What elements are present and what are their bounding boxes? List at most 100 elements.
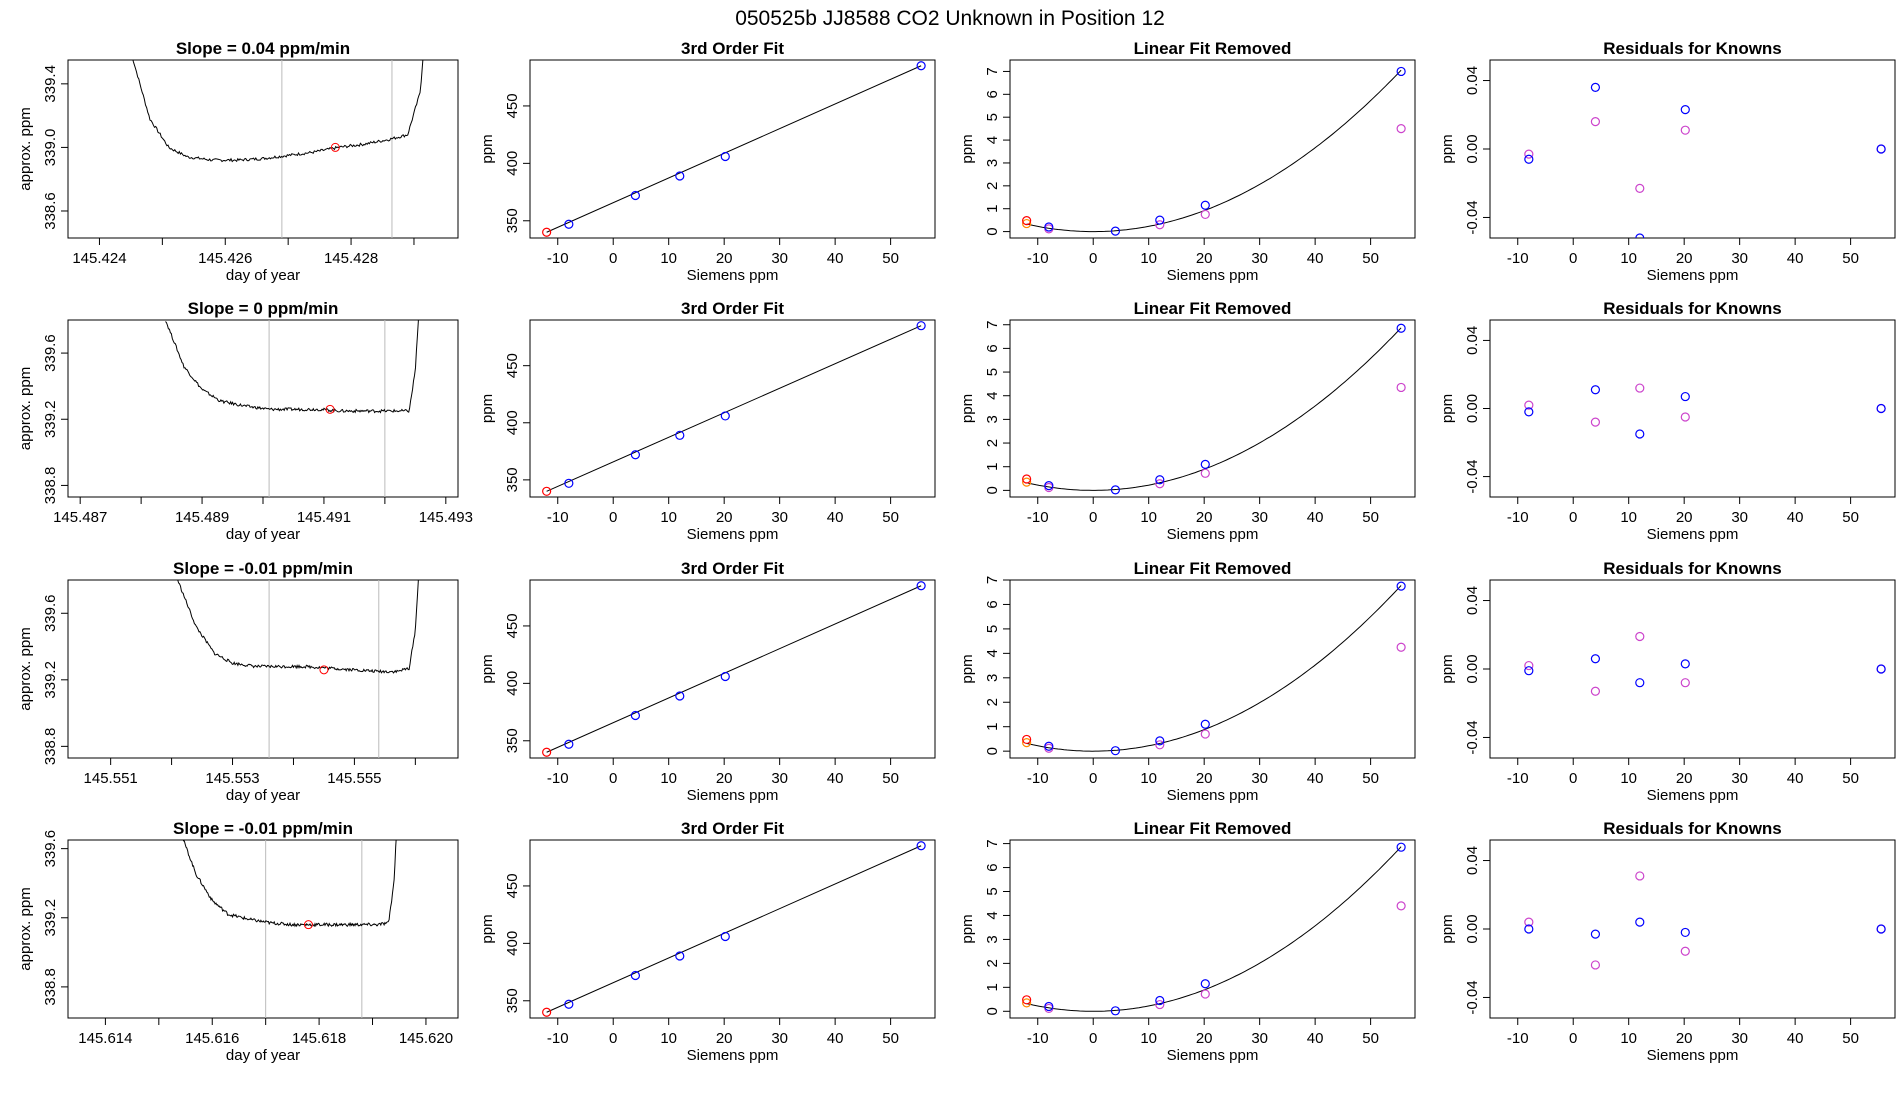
y-tick-label: 5 [984, 113, 1001, 121]
y-tick-label: 400 [504, 671, 521, 696]
plot-frame [1489, 839, 1896, 1019]
y-axis-label: approx. ppm [17, 627, 34, 710]
magenta-point [1200, 209, 1210, 220]
x-tick-label: 40 [827, 1030, 844, 1047]
y-tick-label: 339.2 [42, 899, 59, 937]
chart-title: Slope = 0 ppm/min [188, 299, 339, 318]
x-tick-label: -10 [547, 250, 569, 267]
y-tick-label: 350 [504, 208, 521, 233]
x-tick-label: 40 [1307, 250, 1324, 267]
x-tick-label: 10 [1140, 509, 1157, 526]
blue-point [564, 219, 574, 229]
x-tick-label: 20 [716, 509, 733, 526]
y-tick-label: 6 [984, 600, 1001, 608]
x-tick-label: 50 [882, 1030, 899, 1047]
x-tick-label: 0 [609, 250, 617, 267]
blue-point [1680, 105, 1690, 115]
x-tick-label: -10 [547, 1030, 569, 1047]
y-tick-label: 1 [984, 983, 1001, 991]
magenta-point [1680, 946, 1690, 956]
chart-panel: Slope = 0.04 ppm/min 145.424 145.426 145.42… [17, 39, 459, 284]
blue-point [1396, 581, 1406, 591]
magenta-point [1155, 479, 1165, 489]
x-tick-label: 10 [1620, 509, 1637, 526]
blue-point [720, 671, 730, 682]
x-tick-label: 40 [1787, 1030, 1804, 1047]
x-tick-label: -10 [547, 509, 569, 526]
blue-point [1680, 927, 1690, 938]
blue-point [1044, 481, 1054, 491]
chart-title: Residuals for Knowns [1603, 559, 1782, 578]
magenta-point [1200, 468, 1210, 478]
magenta-point [1524, 660, 1534, 671]
blue-point [675, 951, 685, 961]
blue-point [1590, 654, 1601, 664]
mean-marker-point [325, 404, 335, 414]
y-tick-label: 6 [984, 344, 1001, 352]
orange-point [1022, 998, 1032, 1008]
y-tick-label: 3 [984, 159, 1001, 167]
y-tick-label: 0 [984, 227, 1001, 235]
blue-point [1110, 226, 1121, 236]
y-tick-label: 0.00 [1464, 914, 1481, 943]
x-tick-label: 10 [1140, 1030, 1157, 1047]
blue-point [916, 321, 926, 331]
ppm-trace-line [165, 320, 419, 414]
x-tick-label: 145.428 [324, 250, 378, 267]
chart-title: 3rd Order Fit [681, 39, 784, 58]
y-tick-label: 3 [984, 415, 1001, 423]
blue-point [630, 970, 641, 981]
x-tick-label: 30 [1251, 1030, 1268, 1047]
x-tick-label: 50 [882, 250, 899, 267]
x-tick-label: 20 [716, 250, 733, 267]
blue-point [1524, 666, 1534, 676]
x-tick-label: 50 [1842, 509, 1859, 526]
chart-panel: Residuals for Knowns -10 0 10 20 30 40 50 -0.04 0… [1439, 39, 1896, 284]
y-tick-label: 338.8 [42, 968, 59, 1006]
x-tick-label: 50 [882, 770, 899, 787]
blue-point [1635, 233, 1645, 238]
x-axis-label: Siemens ppm [1167, 1047, 1259, 1064]
y-axis-label: ppm [1439, 394, 1456, 423]
x-tick-label: 145.555 [327, 770, 381, 787]
y-tick-label: 7 [984, 67, 1001, 75]
chart-title: 3rd Order Fit [681, 559, 784, 578]
blue-point [1876, 403, 1886, 414]
y-tick-label: 338.8 [42, 728, 59, 766]
y-tick-label: 1 [984, 463, 1001, 471]
blue-point [1200, 719, 1210, 729]
chart-panel: Linear Fit Removed -10 0 10 20 30 40 50 0 1 2 3 4 5 6 7… [959, 559, 1416, 804]
red-point [1022, 216, 1032, 226]
blue-point [1635, 917, 1645, 927]
chart-panel: Slope = 0 ppm/min 145.487 145.489 145.491 14… [17, 299, 473, 543]
y-axis-label: ppm [479, 654, 496, 683]
y-tick-label: 339.6 [42, 594, 59, 632]
x-tick-label: 0 [609, 509, 617, 526]
plot-area [1022, 66, 1406, 236]
x-tick-label: 50 [1362, 1030, 1379, 1047]
magenta-point [1680, 412, 1690, 422]
y-tick-label: 339.2 [42, 661, 59, 699]
plot-frame [1009, 59, 1416, 239]
y-tick-label: 5 [984, 887, 1001, 895]
plot-area [1524, 631, 1886, 696]
y-axis-label: ppm [1439, 654, 1456, 683]
chart-panel: Slope = -0.01 ppm/min 145.551 145.553 145.5… [17, 559, 459, 804]
fit-curve-line [1026, 327, 1402, 491]
chart-title: Residuals for Knowns [1603, 819, 1782, 838]
fit-curve-line [1026, 585, 1402, 752]
blue-point [564, 478, 574, 488]
x-tick-label: 50 [1842, 1030, 1859, 1047]
plot-area [542, 581, 926, 757]
x-tick-label: 0 [1569, 509, 1577, 526]
y-tick-label: 5 [984, 368, 1001, 376]
plot-area [542, 61, 926, 237]
chart-panel: 3rd Order Fit -10 0 10 20 30 40 50 350 400 450 Siem… [479, 39, 936, 284]
x-tick-label: 145.620 [399, 1030, 453, 1047]
chart-title: Linear Fit Removed [1134, 39, 1292, 58]
red-point [1022, 734, 1032, 745]
x-axis-label: Siemens ppm [1167, 787, 1259, 804]
x-tick-label: 10 [1140, 770, 1157, 787]
red-point [1022, 474, 1032, 484]
